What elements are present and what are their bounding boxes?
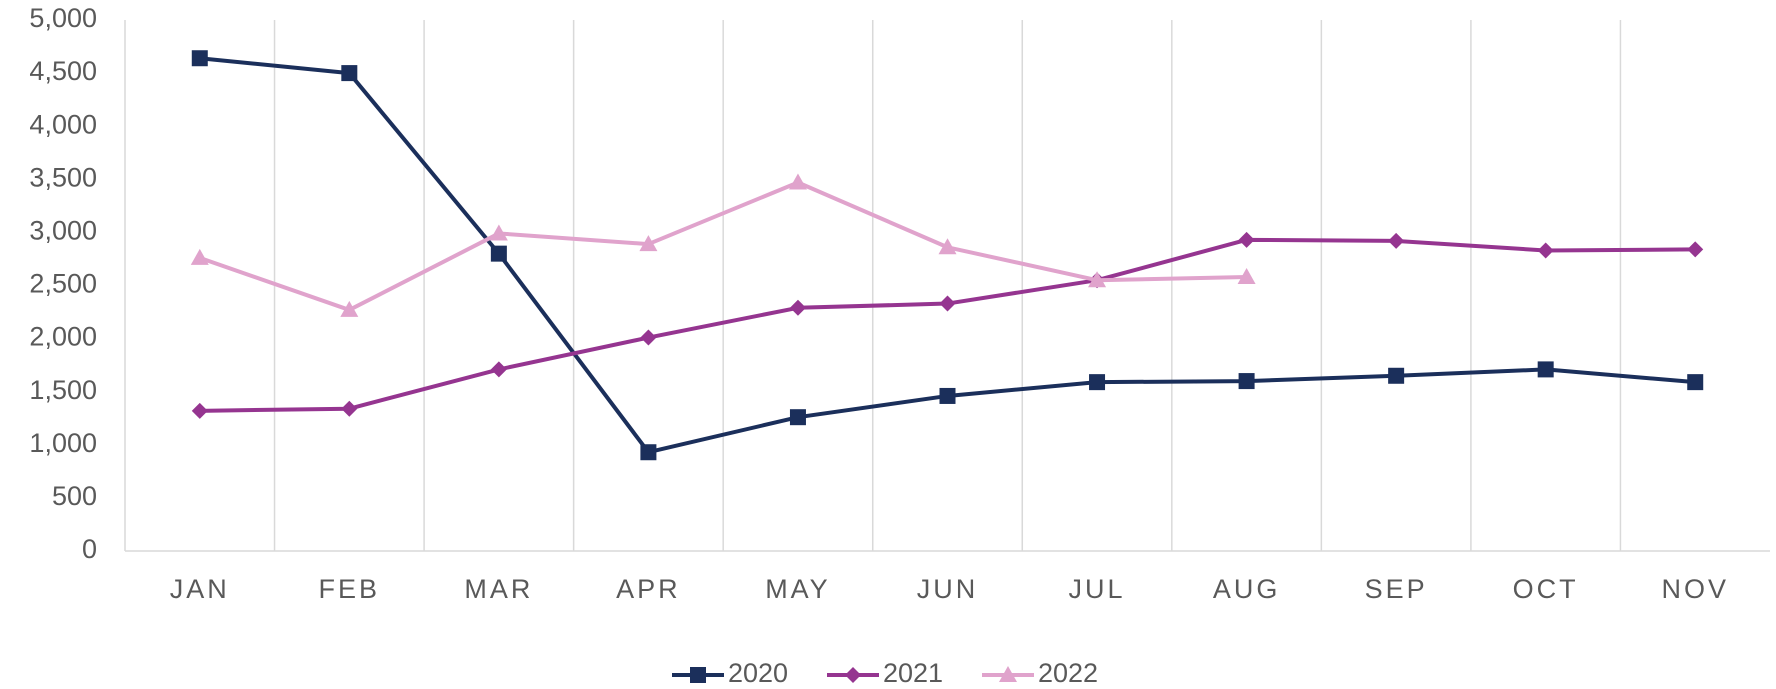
y-tick-label: 2,500 <box>29 269 97 299</box>
marker <box>938 238 957 255</box>
marker <box>639 235 658 252</box>
marker <box>1088 271 1107 288</box>
marker <box>789 299 806 316</box>
marker <box>1388 232 1405 249</box>
marker <box>341 400 358 417</box>
marker <box>190 248 209 265</box>
marker <box>1238 373 1255 390</box>
series-line <box>199 180 1247 312</box>
x-tick-label: JUL <box>1069 574 1126 604</box>
legend-label: 2022 <box>1038 658 1098 688</box>
marker <box>1089 374 1106 391</box>
x-tick-label: JUN <box>917 574 979 604</box>
marker <box>999 666 1017 682</box>
y-tick-label: 4,500 <box>29 56 97 86</box>
x-tick-label: MAR <box>464 574 533 604</box>
x-tick-label: NOV <box>1661 574 1729 604</box>
y-tick-label: 3,500 <box>29 162 97 192</box>
marker <box>1537 242 1554 259</box>
y-tick-label: 0 <box>82 534 97 564</box>
y-tick-label: 4,000 <box>29 109 97 139</box>
x-tick-label: AUG <box>1213 574 1281 604</box>
legend-label: 2020 <box>728 658 788 688</box>
y-tick-label: 1,000 <box>29 428 97 458</box>
marker <box>845 667 861 683</box>
x-tick-label: OCT <box>1513 574 1579 604</box>
marker <box>1687 374 1704 391</box>
x-tick-label: JAN <box>170 574 230 604</box>
marker <box>340 300 359 317</box>
marker <box>690 667 706 683</box>
marker <box>1237 268 1256 285</box>
y-tick-label: 1,500 <box>29 375 97 405</box>
y-tick-label: 500 <box>52 481 97 511</box>
marker <box>640 329 657 346</box>
marker <box>341 65 358 82</box>
marker <box>640 444 657 461</box>
marker <box>1238 231 1255 248</box>
marker <box>191 50 208 67</box>
legend-label: 2021 <box>883 658 943 688</box>
x-tick-label: APR <box>616 574 681 604</box>
marker <box>1388 367 1405 384</box>
x-tick-label: FEB <box>319 574 381 604</box>
marker <box>1537 361 1554 378</box>
y-tick-label: 3,000 <box>29 216 97 246</box>
marker <box>191 402 208 419</box>
marker <box>939 387 956 404</box>
x-tick-label: MAY <box>765 574 831 604</box>
y-tick-label: 2,000 <box>29 322 97 352</box>
marker <box>789 409 806 426</box>
marker <box>489 224 508 241</box>
marker <box>490 361 507 378</box>
marker <box>1687 241 1704 258</box>
x-tick-label: SEP <box>1365 574 1428 604</box>
marker <box>788 173 807 190</box>
marker <box>939 295 956 312</box>
y-tick-label: 5,000 <box>29 3 97 33</box>
marker <box>490 245 507 262</box>
